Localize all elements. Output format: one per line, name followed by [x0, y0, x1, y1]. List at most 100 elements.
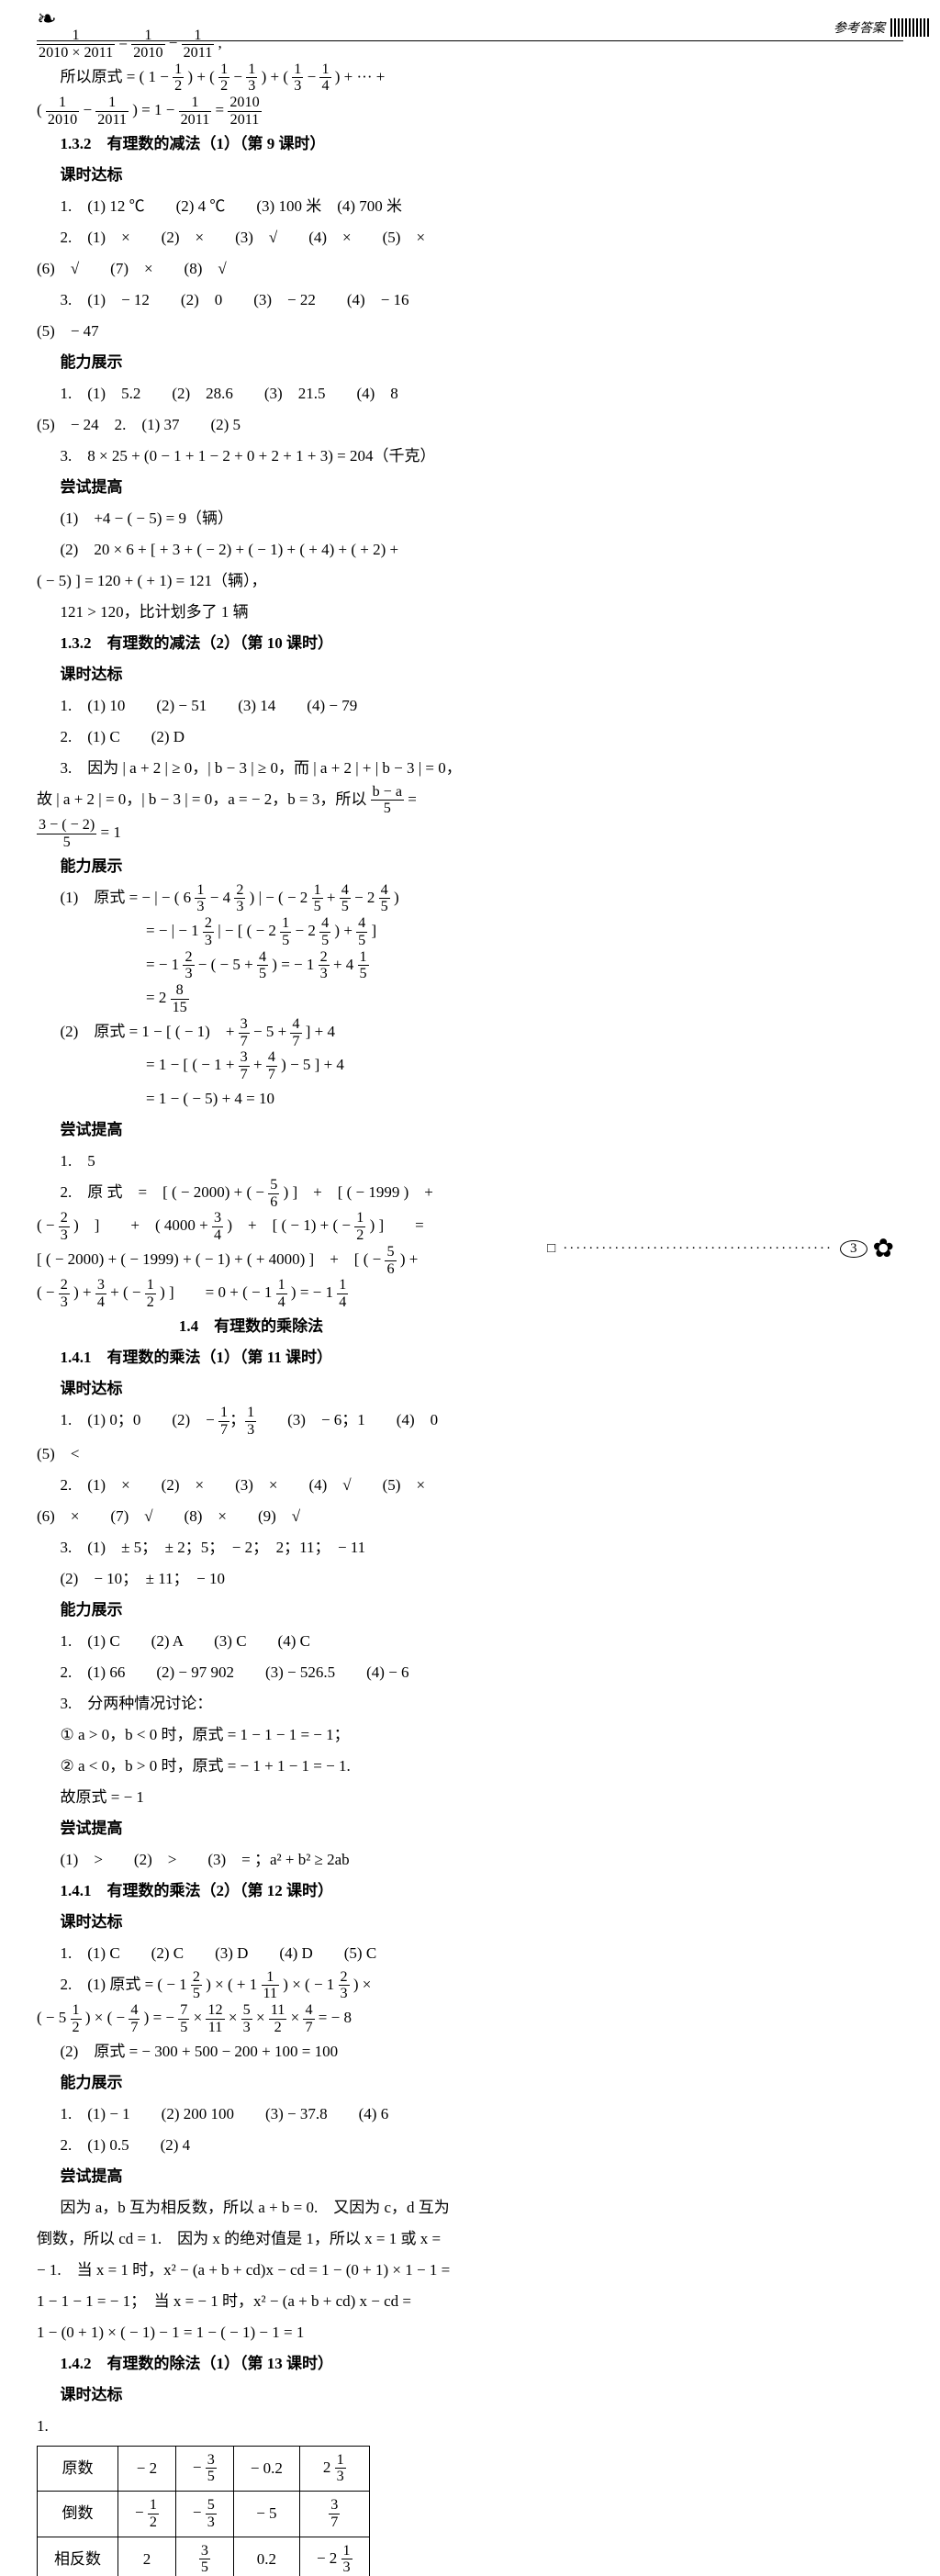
line: (1) 原式 = − | − ( 6 13 − 4 23 ) | − ( − 2…	[37, 882, 465, 916]
page-body: 12010 × 2011 = 12010 − 12011 , 所以原式 = ( …	[0, 0, 940, 2576]
line: 2. (1) 0.5 (2) 4	[37, 2130, 465, 2161]
line: = 1 − [ ( − 1 + 37 + 47 ) − 5 ] + 4	[37, 1049, 465, 1083]
reciprocal-table: 原数 − 2 − 35 − 0.2 2 13 倒数 − 12 − 53 − 5 …	[37, 2446, 370, 2576]
subsection-title: 课时达标	[37, 1373, 465, 1405]
page-number: 3	[840, 1240, 867, 1258]
line: 2. 原 式 = [ ( − 2000) + ( − 56 ) ] + [ ( …	[37, 1177, 465, 1211]
chapter-title: 1.4 有理数的乘除法	[37, 1311, 465, 1342]
line: 3. (1) ± 5； ± 2；5； − 2； 2；11； − 11	[37, 1532, 465, 1563]
subsection-title: 课时达标	[37, 1907, 465, 1938]
section-title: 1.4.2 有理数的除法（1）（第 13 课时）	[37, 2348, 465, 2380]
line: 12010 × 2011 = 12010 − 12011 ,	[37, 28, 465, 62]
line: ① a > 0，b < 0 时，原式 = 1 − 1 − 1 = − 1；	[37, 1719, 465, 1751]
line: 3. 因为 | a + 2 | ≥ 0，| b − 3 | ≥ 0，而 | a …	[37, 753, 465, 784]
line: 3. 8 × 25 + (0 − 1 + 1 − 2 + 0 + 2 + 1 +…	[37, 441, 465, 472]
cell: 37	[299, 2492, 369, 2537]
page-header: 参考答案	[834, 18, 885, 37]
table-row: 倒数 − 12 − 53 − 5 37	[38, 2492, 370, 2537]
line: 1. (1) − 1 (2) 200 100 (3) − 37.8 (4) 6	[37, 2099, 465, 2130]
line: 倒数，所以 cd = 1. 因为 x 的绝对值是 1，所以 x = 1 或 x …	[37, 2223, 465, 2255]
line: 故 | a + 2 | = 0，| b − 3 | = 0，a = − 2，b …	[37, 784, 465, 818]
line: 1 − (0 + 1) × ( − 1) − 1 = 1 − ( − 1) − …	[37, 2317, 465, 2348]
line: = 1 − ( − 5) + 4 = 10	[37, 1083, 465, 1114]
line: (2) 原式 = − 300 + 500 − 200 + 100 = 100	[37, 2036, 465, 2067]
subsection-title: 尝试提高	[37, 1813, 465, 1844]
subsection-title: 课时达标	[37, 160, 465, 191]
cell: 0.2	[233, 2537, 299, 2576]
table-row: 相反数 2 35 0.2 − 2 13	[38, 2537, 370, 2576]
line: 所以原式 = ( 1 − 12 ) + ( 12 − 13 ) + ( 13 −…	[37, 62, 465, 95]
line: 1. (1) 5.2 (2) 28.6 (3) 21.5 (4) 8	[37, 378, 465, 409]
line: 3. 分两种情况讨论：	[37, 1688, 465, 1719]
cell: − 53	[175, 2492, 233, 2537]
line: 2. (1) 原式 = ( − 1 25 ) × ( + 1 111 ) × (…	[37, 1969, 465, 2003]
subsection-title: 尝试提高	[37, 472, 465, 503]
footer-dots: ········································…	[563, 1241, 833, 1257]
line: (5) − 24 2. (1) 37 (2) 5	[37, 409, 465, 441]
cell: 相反数	[38, 2537, 118, 2576]
cell: 2	[118, 2537, 176, 2576]
section-title: 1.4.1 有理数的乘法（2）（第 12 课时）	[37, 1876, 465, 1907]
footer-square: □	[547, 1241, 555, 1257]
line: = − 1 23 − ( − 5 + 45 ) = − 1 23 + 4 15	[37, 949, 465, 983]
line: 2. (1) × (2) × (3) √ (4) × (5) ×	[37, 222, 465, 253]
line: = − | − 1 23 | − [ ( − 2 15 − 2 45 ) + 4…	[37, 915, 465, 949]
subsection-title: 尝试提高	[37, 1114, 465, 1146]
line: 2. (1) C (2) D	[37, 722, 465, 753]
section-title: 1.3.2 有理数的减法（1）（第 9 课时）	[37, 129, 465, 160]
subsection-title: 课时达标	[37, 2380, 465, 2411]
line: 1. (1) 10 (2) − 51 (3) 14 (4) − 79	[37, 690, 465, 722]
line: = 2 815	[37, 982, 465, 1016]
subsection-title: 能力展示	[37, 347, 465, 378]
line: − 1. 当 x = 1 时，x² − (a + b + cd)x − cd =…	[37, 2255, 465, 2286]
header-rule	[37, 40, 903, 41]
leaf-ornament: ❧	[37, 6, 57, 33]
line: ( − 5) ] = 120 + ( + 1) = 121（辆），	[37, 566, 465, 597]
line: 3 − ( − 2)5 = 1	[37, 817, 465, 851]
subsection-title: 能力展示	[37, 2067, 465, 2099]
subsection-title: 尝试提高	[37, 2161, 465, 2192]
page-footer: □ ······································…	[0, 1233, 940, 1264]
line: 1. (1) 0；0 (2) − 17；13 (3) − 6；1 (4) 0	[37, 1405, 465, 1439]
line: (2) 20 × 6 + [ + 3 + ( − 2) + ( − 1) + (…	[37, 534, 465, 566]
line: 1. 5	[37, 1146, 465, 1177]
line: (2) 原式 = 1 − [ ( − 1) + 37 − 5 + 47 ] + …	[37, 1016, 465, 1050]
section-title: 1.3.2 有理数的减法（2）（第 10 课时）	[37, 628, 465, 659]
line: 1 − 1 − 1 = − 1； 当 x = − 1 时，x² − (a + b…	[37, 2286, 465, 2317]
cell: − 5	[233, 2492, 299, 2537]
line: 1.	[37, 2417, 49, 2435]
line: 因为 a，b 互为相反数，所以 a + b = 0. 又因为 c，d 互为	[37, 2192, 465, 2223]
line: ② a < 0，b > 0 时，原式 = − 1 + 1 − 1 = − 1.	[37, 1751, 465, 1782]
line: 1. (1) C (2) C (3) D (4) D (5) C	[37, 1938, 465, 1969]
cell: − 2 13	[299, 2537, 369, 2576]
subsection-title: 课时达标	[37, 659, 465, 690]
cell: − 2	[118, 2446, 176, 2492]
line: 2. (1) × (2) × (3) × (4) √ (5) ×	[37, 1470, 465, 1501]
cell: 倒数	[38, 2492, 118, 2537]
barcode-deco	[890, 18, 931, 37]
table-wrap: 1. 原数 − 2 − 35 − 0.2 2 13 倒数 − 12 − 53 −…	[37, 2411, 465, 2576]
line: 故原式 = − 1	[37, 1782, 465, 1813]
section-title: 1.4.1 有理数的乘法（1）（第 11 课时）	[37, 1342, 465, 1373]
cell: 原数	[38, 2446, 118, 2492]
cell: − 35	[175, 2446, 233, 2492]
line: (5) <	[37, 1439, 465, 1470]
line: 1. (1) C (2) A (3) C (4) C	[37, 1626, 465, 1657]
line: (5) − 47	[37, 316, 465, 347]
line: (1) > (2) > (3) = ；a² + b² ≥ 2ab	[37, 1844, 465, 1876]
line: (6) √ (7) × (8) √	[37, 253, 465, 285]
line: 2. (1) 66 (2) − 97 902 (3) − 526.5 (4) −…	[37, 1657, 465, 1688]
cell: 2 13	[299, 2446, 369, 2492]
cell: 35	[175, 2537, 233, 2576]
line: (6) × (7) √ (8) × (9) √	[37, 1501, 465, 1532]
subsection-title: 能力展示	[37, 1595, 465, 1626]
subsection-title: 能力展示	[37, 851, 465, 882]
cell: − 12	[118, 2492, 176, 2537]
line: ( − 23 ) + 34 + ( − 12 ) ] = 0 + ( − 1 1…	[37, 1277, 465, 1311]
line: 1. (1) 12 ℃ (2) 4 ℃ (3) 100 米 (4) 700 米	[37, 191, 465, 222]
line: 121 > 120，比计划多了 1 辆	[37, 597, 465, 628]
line: ( − 5 12 ) × ( − 47 ) = − 75 × 1211 × 53…	[37, 2002, 465, 2036]
footer-ornament-icon: ✿	[873, 1233, 894, 1264]
line: 3. (1) − 12 (2) 0 (3) − 22 (4) − 16	[37, 285, 465, 316]
line: ( 12010 − 12011 ) = 1 − 12011 = 20102011	[37, 95, 465, 129]
